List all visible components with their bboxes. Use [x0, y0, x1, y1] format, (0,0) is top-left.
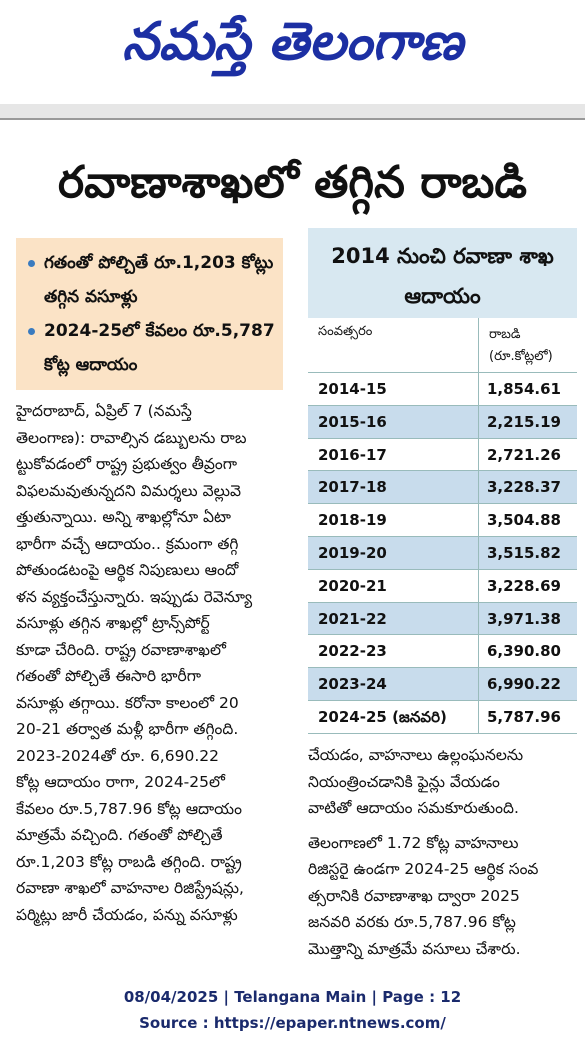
- text-line: త్తుతున్నాయి. అన్ని శాఖల్లోనూ ఏటా: [16, 508, 231, 526]
- article-left: హైదరాబాద్, ఏప్రిల్ 7 (నమస్తే తెలంగాణ): రా…: [16, 398, 284, 928]
- value-cell: 1,854.61: [486, 380, 561, 398]
- table-row: 2014-15 1,854.61: [308, 373, 577, 406]
- value-cell: 2,215.19: [486, 412, 561, 431]
- header-cell: రాబడి (రూ.కోట్లలో): [489, 327, 553, 364]
- footer-line: Source : https://epaper.ntnews.com/: [139, 1014, 446, 1032]
- masthead: నమస్తే తెలంగాణ: [122, 12, 463, 72]
- text-line: నియంత్రించడానికి ఫైన్లు వేయడం: [308, 772, 500, 791]
- text-line: రవాణా శాఖలో వాహనాల రిజిస్ట్రేషన్లు,: [16, 879, 244, 897]
- year-cell: 2022-23: [308, 635, 479, 668]
- text-line: భారీగా వచ్చే ఆదాయం.. క్రమంగా తగ్గి: [16, 534, 239, 553]
- rule: [0, 118, 585, 120]
- table-row: 2021-22 3,971.38: [308, 602, 577, 636]
- year-cell: 2021-22: [308, 602, 479, 635]
- text-line: కోట్ల ఆదాయం రాగా, 2024-25లో: [16, 773, 225, 791]
- text-line: 2023-2024తో రూ. 6,690.22: [16, 746, 219, 765]
- value-cell: 3,504.88: [486, 511, 561, 530]
- article-right: చేయడం, వాహనాలు ఉల్లంఘనలను నియంత్రించడానిక…: [308, 742, 578, 962]
- value-cell: 3,971.38: [486, 609, 561, 628]
- value-cell: 2,721.26: [486, 445, 561, 464]
- highlight: గతంతో పోల్చితే రూ.1,203 కోట్లు తగ్గిన వస…: [26, 246, 275, 314]
- headline: రవాణాశాఖలో తగ్గిన రాబడి: [58, 157, 527, 208]
- table: 2014 నుంచి రవాణా శాఖ ఆదాయం సంవత్సరం రాబడ…: [308, 228, 577, 738]
- text-line: వసూళ్లు తగ్గాయి. కరోనా కాలంలో 20: [16, 693, 239, 712]
- text-line: ట్టుకోవడంలో రాష్ట్ర ప్రభుత్వం తీవ్రంగా: [16, 455, 238, 473]
- text-line: మాత్రమే వచ్చింది. గతంతో పోల్చితే: [16, 826, 223, 844]
- table-row: 2019-20 3,515.82: [308, 536, 577, 570]
- header-cell: సంవత్సరం: [308, 318, 479, 372]
- table-row: 2018-19 3,504.88: [308, 504, 577, 537]
- year-cell: 2020-21: [308, 569, 479, 602]
- value-cell: 3,228.69: [486, 576, 561, 595]
- value-cell: 5,787.96: [486, 707, 561, 726]
- value-cell: 6,990.22: [486, 675, 561, 694]
- text-line: తెలంగాణలో 1.72 కోట్ల వాహనాలు: [308, 833, 519, 852]
- text-line: పోతుండటంపై ఆర్థిక నిపుణులు ఆందో: [16, 561, 239, 579]
- table-row: 2015-16 2,215.19: [308, 405, 577, 439]
- table-row: 2017-18 3,228.37: [308, 471, 577, 505]
- text-line: చేయడం, వాహనాలు ఉల్లంఘనలను: [308, 746, 524, 764]
- year-cell: 2018-19: [308, 504, 479, 536]
- text-line: కూడా చేరింది. రాష్ట్ర రవాణాశాఖలో: [16, 640, 226, 659]
- text-line: 20-21 తర్వాత మళ్లీ భారీగా తగ్గింది.: [16, 720, 239, 738]
- text-line: వాటితో ఆదాయం సమకూరుతుంది.: [308, 799, 519, 817]
- text-line: గతంతో పోల్చితే ఈసారి భారీగా: [16, 667, 202, 685]
- year-cell: 2014-15: [308, 373, 479, 405]
- text-line: ళన వ్యక్తంచేస్తున్నారు. ఇప్పుడు రెవెన్యూ: [16, 587, 253, 606]
- text-line: పర్మిట్లు జారీ చేయడం, పన్ను వసూళ్లు: [16, 905, 238, 924]
- value-cell: 6,390.80: [486, 642, 561, 661]
- text-line: విఫలమవుతున్నదని విమర్శలు వెల్లువె: [16, 481, 241, 500]
- text-line: జనవరి వరకు రూ.5,787.96 కోట్ల: [308, 913, 516, 931]
- band: [0, 104, 585, 118]
- value-cell: 3,228.37: [486, 478, 561, 497]
- footer-line: 08/04/2025 | Telangana Main | Page : 12: [123, 988, 462, 1006]
- table-title: 2014 నుంచి రవాణా శాఖ ఆదాయం: [308, 228, 577, 318]
- year-cell: 2017-18: [308, 471, 479, 504]
- year-cell: 2024-25 (జనవరి): [308, 700, 479, 733]
- text-line: వసూళ్లు తగ్గిన శాఖల్లో ట్రాన్స్‌పోర్ట్: [16, 614, 210, 632]
- text-line: మొత్తాన్ని మాత్రమే వసూలు చేశారు.: [308, 939, 521, 958]
- highlights: గతంతో పోల్చితే రూ.1,203 కోట్లు తగ్గిన వస…: [16, 238, 283, 390]
- text-line: కేవలం రూ.5,787.96 కోట్ల ఆదాయం: [16, 799, 242, 818]
- table-row: 2022-23 6,390.80: [308, 635, 577, 669]
- text-line: తెలంగాణ): రావాల్సిన డబ్బులను రాబ: [16, 428, 247, 447]
- value-cell: 3,515.82: [486, 543, 561, 562]
- year-cell: 2019-20: [308, 536, 479, 569]
- table-row: 2023-24 6,990.22: [308, 668, 577, 701]
- text-line: త్సరానికి రవాణాశాఖ ద్వారా 2025: [308, 886, 520, 905]
- table-row: 2024-25 (జనవరి) 5,787.96: [308, 700, 577, 734]
- paragraph-gap: [308, 822, 578, 830]
- text-line: రూ.1,203 కోట్ల రాబడి తగ్గింది. రాష్ట్ర: [16, 852, 242, 871]
- table-row: 2016-17 2,721.26: [308, 438, 577, 472]
- text-line: హైదరాబాద్, ఏప్రిల్ 7 (నమస్తే: [16, 402, 192, 420]
- year-cell: 2015-16: [308, 405, 479, 438]
- highlight: 2024-25లో కేవలం రూ.5,787 కోట్ల ఆదాయం: [26, 314, 275, 382]
- table-header: సంవత్సరం రాబడి (రూ.కోట్లలో): [308, 318, 577, 373]
- table-row: 2020-21 3,228.69: [308, 569, 577, 603]
- year-cell: 2023-24: [308, 668, 479, 700]
- year-cell: 2016-17: [308, 438, 479, 471]
- text-line: రిజిస్టరై ఉండగా 2024-25 ఆర్థిక సంవ: [308, 860, 539, 878]
